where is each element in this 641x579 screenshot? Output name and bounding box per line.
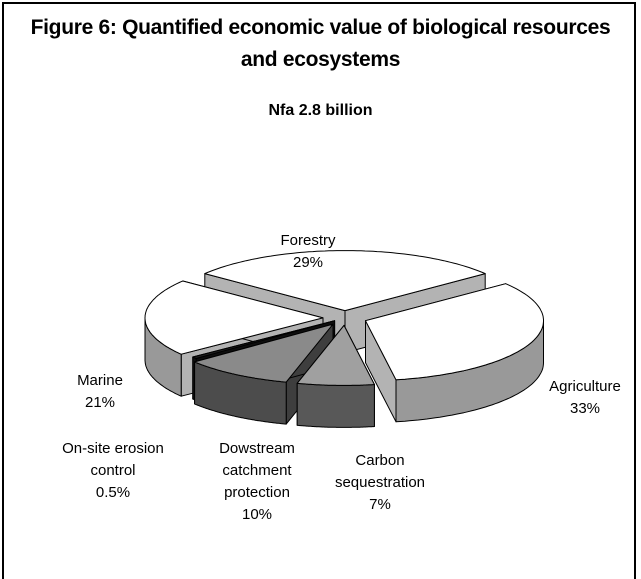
value-label: 21%	[84, 394, 116, 411]
slice	[144, 280, 324, 355]
slice-side	[296, 382, 375, 428]
slice-label: Agriculture 33%	[525, 376, 641, 420]
slice-label: Marine 21%	[50, 370, 150, 414]
category-label: On-site erosion control	[62, 440, 164, 479]
slice-label: Forestry 29%	[248, 230, 368, 274]
slice	[365, 283, 544, 381]
slice-label: On-site erosion control 0.5%	[48, 438, 178, 504]
slice	[194, 323, 334, 383]
category-label: Marine	[77, 372, 123, 389]
slice	[204, 250, 486, 312]
category-label: Carbon sequestration	[334, 452, 426, 491]
slice-label: Dowstream catchment protection 10%	[212, 438, 302, 526]
slice	[296, 324, 375, 386]
chart-subtitle: Nfa 2.8 billion	[268, 102, 373, 119]
slice	[192, 320, 336, 359]
chart-title: Figure 6: Quantified economic value of b…	[30, 16, 611, 71]
value-label: 10%	[241, 506, 273, 523]
value-label: 29%	[292, 254, 324, 271]
value-label: 33%	[569, 400, 601, 417]
category-label: Dowstream catchment protection	[219, 440, 295, 501]
category-label: Forestry	[280, 232, 336, 249]
slice-label: Carbon sequestration 7%	[325, 450, 435, 516]
category-label: Agriculture	[549, 378, 621, 395]
value-label: 7%	[369, 496, 391, 513]
value-label: 0.5%	[95, 484, 131, 501]
